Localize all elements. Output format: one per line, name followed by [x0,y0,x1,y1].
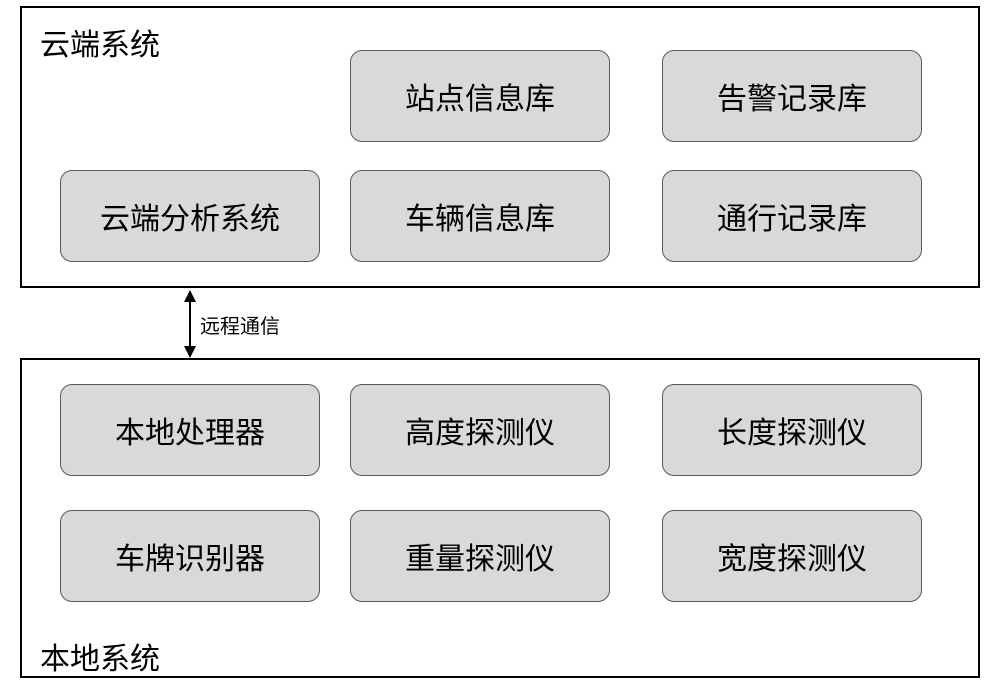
node-label: 告警记录库 [717,74,867,118]
local-processor-node: 本地处理器 [60,384,320,476]
node-label: 本地处理器 [115,408,265,452]
node-label: 车牌识别器 [115,534,265,578]
site-info-db-node: 站点信息库 [350,50,610,142]
node-label: 车辆信息库 [405,194,555,238]
node-label: 通行记录库 [717,194,867,238]
node-label: 重量探测仪 [405,534,555,578]
cloud-analysis-system-node: 云端分析系统 [60,170,320,262]
traffic-record-db-node: 通行记录库 [662,170,922,262]
length-detector-node: 长度探测仪 [662,384,922,476]
vehicle-info-db-node: 车辆信息库 [350,170,610,262]
plate-recognizer-node: 车牌识别器 [60,510,320,602]
remote-comm-arrow-line [189,302,191,346]
remote-comm-arrow-up-icon [184,290,196,302]
remote-comm-label: 远程通信 [200,310,280,339]
node-label: 站点信息库 [405,74,555,118]
remote-comm-arrow-down-icon [184,346,196,358]
weight-detector-node: 重量探测仪 [350,510,610,602]
node-label: 云端分析系统 [100,194,280,238]
alarm-record-db-node: 告警记录库 [662,50,922,142]
node-label: 高度探测仪 [405,408,555,452]
local-system-label: 本地系统 [40,634,160,678]
node-label: 长度探测仪 [717,408,867,452]
cloud-system-label: 云端系统 [40,20,160,64]
height-detector-node: 高度探测仪 [350,384,610,476]
node-label: 宽度探测仪 [717,534,867,578]
width-detector-node: 宽度探测仪 [662,510,922,602]
